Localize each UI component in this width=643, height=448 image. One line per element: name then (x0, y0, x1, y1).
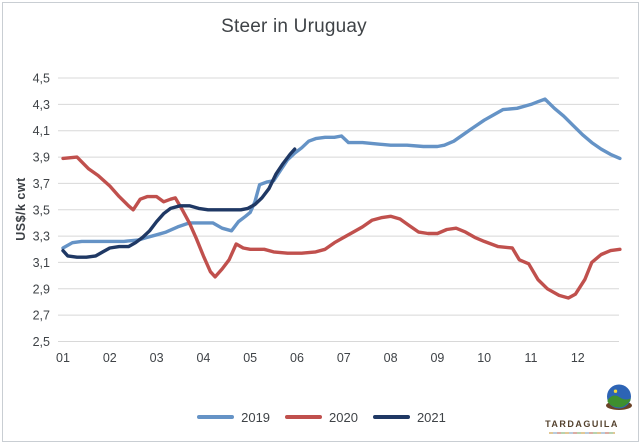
x-tick-label: 06 (290, 351, 304, 365)
chart-legend: 2019 2020 2021 (0, 407, 643, 427)
legend-label-2020: 2020 (329, 409, 358, 425)
y-tick-label: 3,9 (33, 151, 50, 165)
series-line-2019 (61, 97, 622, 250)
legend-label-2019: 2019 (241, 409, 271, 425)
logo-wordmark: TARDAGUILA (545, 419, 619, 429)
y-tick-label: 3,3 (33, 230, 50, 244)
x-tick-label: 01 (56, 351, 70, 365)
tardaguila-logo-icon (606, 384, 632, 410)
y-tick-label: 4,5 (33, 72, 50, 86)
x-tick-label: 03 (150, 351, 164, 365)
legend-item-2019: 2019 (197, 410, 270, 425)
x-tick-label: 05 (243, 351, 257, 365)
legend-label-2021: 2021 (416, 409, 446, 425)
x-tick-label: 12 (571, 351, 585, 365)
x-tick-label: 09 (430, 351, 444, 365)
y-tick-label: 4,3 (33, 98, 50, 112)
x-tick-label: 08 (384, 351, 398, 365)
legend-item-2020: 2020 (285, 410, 358, 425)
y-tick-label: 3,5 (33, 203, 50, 217)
y-tick-label: 2,5 (33, 335, 50, 349)
legend-item-2021: 2021 (372, 409, 446, 425)
tardaguila-logo: TARDAGUILA (540, 383, 640, 438)
legend-swatch-2021 (372, 415, 410, 419)
x-tick-label: 10 (477, 351, 491, 365)
logo-subtext-dots (549, 432, 615, 434)
legend-swatch-2019 (197, 415, 235, 419)
x-tick-label: 02 (103, 351, 117, 365)
x-tick-label: 04 (196, 351, 210, 365)
x-tick-label: 07 (337, 351, 351, 365)
y-tick-label: 3,1 (33, 256, 50, 270)
y-tick-label: 2,9 (33, 282, 50, 296)
y-tick-label: 3,7 (33, 177, 50, 191)
chart-title: Steer in Uruguay (221, 16, 367, 37)
series-line-2020 (61, 155, 622, 300)
legend-swatch-2020 (285, 415, 323, 419)
series-line-2021 (61, 147, 297, 259)
x-tick-label: 11 (525, 351, 538, 365)
y-tick-label: 2,7 (33, 309, 50, 323)
y-tick-label: 4,1 (33, 124, 50, 138)
